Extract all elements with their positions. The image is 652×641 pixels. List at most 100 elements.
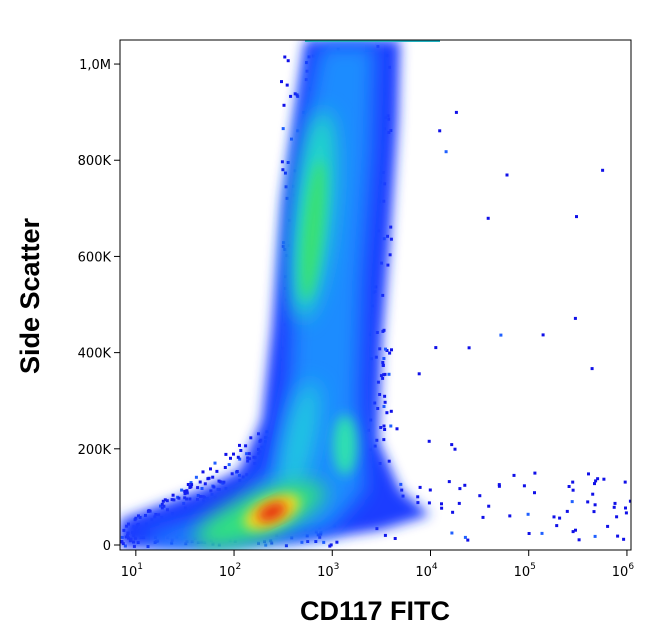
density-core — [301, 160, 325, 300]
speckle — [211, 475, 215, 479]
density-core — [333, 415, 357, 475]
speckle — [189, 485, 193, 489]
speckle — [238, 443, 241, 447]
speckle — [416, 495, 420, 499]
speckle — [497, 483, 501, 487]
speckle — [508, 514, 512, 518]
speckle — [379, 426, 383, 429]
speckle — [601, 168, 605, 172]
speckle — [381, 376, 385, 380]
speckle — [463, 483, 467, 487]
speckle — [306, 540, 310, 543]
speckle — [458, 487, 462, 491]
speckle — [602, 477, 606, 481]
speckle — [286, 59, 290, 63]
x-tick-label: 103 — [317, 562, 339, 580]
speckle — [527, 532, 531, 535]
speckle — [170, 498, 174, 502]
speckle — [224, 452, 228, 456]
x-tick-exponent: 6 — [628, 562, 634, 572]
speckle — [499, 333, 503, 337]
speckle — [555, 524, 559, 528]
speckle — [322, 540, 326, 544]
speckle — [628, 499, 631, 503]
speckle — [399, 482, 403, 486]
speckle — [223, 466, 227, 469]
speckle — [395, 427, 399, 431]
speckle — [571, 530, 575, 534]
speckle — [186, 483, 190, 486]
speckle — [558, 516, 562, 520]
x-tick-label: 106 — [612, 562, 635, 580]
saturation-edge — [305, 40, 440, 42]
x-tick-base: 10 — [121, 565, 138, 580]
speckle — [388, 253, 392, 257]
speckle — [281, 127, 285, 131]
density-core — [281, 381, 319, 499]
speckle — [383, 394, 387, 398]
speckle — [194, 475, 198, 479]
speckle — [383, 400, 387, 404]
speckle — [612, 505, 616, 509]
speckle — [230, 472, 234, 476]
speckle — [190, 483, 194, 487]
speckle — [381, 329, 385, 333]
x-axis-title: CD117 FITC — [300, 596, 450, 626]
speckle — [592, 510, 596, 514]
speckle — [526, 512, 530, 516]
speckle — [206, 477, 210, 481]
speckle — [440, 506, 444, 510]
speckle — [552, 515, 556, 519]
speckle — [428, 488, 432, 492]
speckle — [594, 479, 598, 483]
speckle — [232, 452, 235, 456]
speckle — [418, 485, 422, 489]
y-tick-label: 600K — [78, 250, 112, 265]
x-tick-base: 10 — [219, 565, 236, 580]
speckle — [540, 531, 544, 535]
y-tick-label: 200K — [78, 443, 112, 458]
speckle — [280, 80, 283, 84]
speckle — [416, 501, 420, 505]
speckle — [165, 499, 169, 503]
density-cloud — [120, 40, 631, 549]
y-tick-label: 800K — [78, 154, 112, 169]
speckle — [280, 160, 284, 164]
x-tick-label: 102 — [219, 562, 241, 580]
speckle — [427, 501, 431, 505]
speckle — [183, 492, 187, 496]
speckle — [571, 480, 575, 484]
speckle — [383, 533, 387, 537]
speckle — [382, 424, 386, 428]
speckle — [283, 55, 287, 59]
speckle — [454, 110, 458, 114]
speckle — [586, 500, 590, 504]
speckle — [209, 467, 212, 471]
speckle — [215, 469, 219, 473]
speckle — [382, 405, 386, 408]
speckle — [229, 456, 232, 460]
speckle — [505, 173, 509, 177]
speckle — [450, 443, 454, 447]
speckle — [623, 480, 627, 484]
speckle — [382, 373, 386, 377]
x-tick-label: 101 — [121, 562, 143, 580]
speckle — [300, 540, 304, 544]
y-tick-label: 0 — [103, 539, 111, 554]
speckle — [427, 439, 431, 443]
speckle — [466, 538, 470, 542]
speckle — [198, 480, 202, 484]
speckle — [481, 515, 485, 519]
speckle — [487, 504, 491, 508]
x-tick-exponent: 1 — [137, 562, 143, 572]
speckle — [389, 409, 393, 413]
speckle — [577, 538, 581, 542]
speckle — [282, 103, 286, 107]
speckle — [533, 471, 537, 475]
speckle — [393, 537, 397, 540]
speckle — [289, 94, 293, 98]
speckle — [587, 472, 590, 476]
y-axis-title: Side Scatter — [15, 217, 45, 374]
speckle — [196, 486, 200, 490]
